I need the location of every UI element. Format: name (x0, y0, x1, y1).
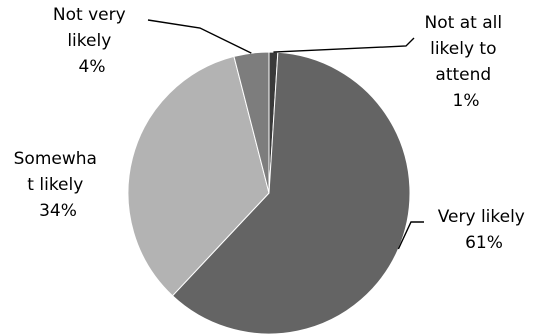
label-somewhat-likely: Somewha t likely 34% (14, 149, 103, 221)
pie-slice-somewhat-likely (127, 55, 270, 297)
pie-slices (127, 51, 411, 335)
leader-line-not-very-likely (147, 19, 252, 54)
data-labels: Not at all likely to attend 1% Very like… (14, 5, 531, 253)
pie-slice-very-likely (171, 51, 411, 335)
label-not-very-likely: Not very likely 4% (53, 5, 131, 77)
pie-slice-not-very-likely (233, 51, 270, 194)
leader-line-very-likely (397, 221, 424, 250)
label-very-likely: Very likely 61% (438, 207, 531, 253)
leader-line-not-at-all-likely (273, 37, 415, 53)
leader-lines (147, 19, 424, 250)
label-not-at-all-likely: Not at all likely to attend 1% (425, 13, 508, 111)
